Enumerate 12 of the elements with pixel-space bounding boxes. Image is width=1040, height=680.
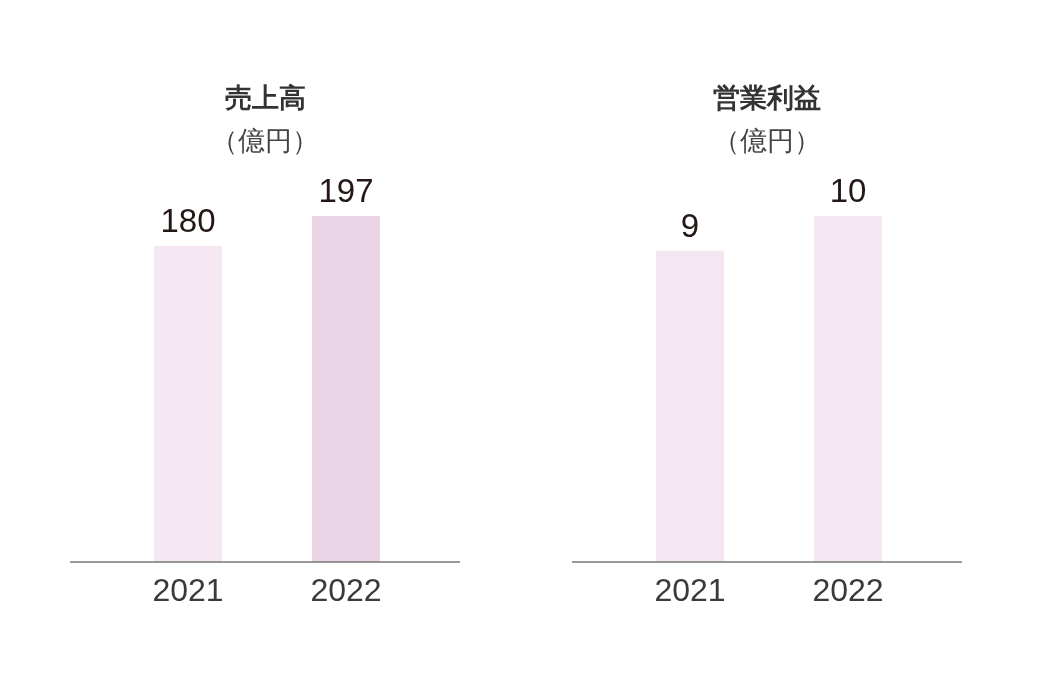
data-label: 9 bbox=[680, 206, 700, 244]
x-tick-label: 2022 bbox=[812, 572, 884, 608]
x-tick-label: 2021 bbox=[654, 572, 726, 608]
x-tick-label: 2021 bbox=[152, 572, 224, 608]
chart-title: 営業利益 bbox=[713, 83, 821, 113]
chart-subtitle: （億円） bbox=[211, 126, 319, 156]
chart-title: 売上高 bbox=[224, 83, 306, 113]
data-label: 180 bbox=[160, 201, 216, 239]
data-label: 197 bbox=[318, 172, 374, 209]
data-label: 10 bbox=[829, 172, 867, 209]
chart-subtitle: （億円） bbox=[713, 126, 821, 156]
x-tick-label: 2022 bbox=[310, 572, 382, 608]
